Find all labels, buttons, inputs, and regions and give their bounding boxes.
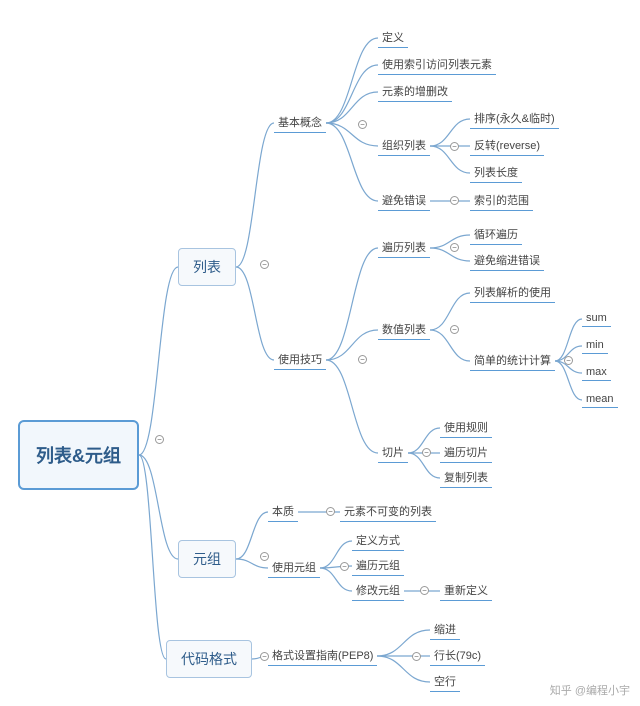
collapse-icon[interactable]: − [260,652,269,661]
node-pep8[interactable]: 格式设置指南(PEP8) [268,646,377,666]
collapse-icon[interactable]: − [412,652,421,661]
node-loop[interactable]: 循环遍历 [470,225,522,245]
node-org[interactable]: 组织列表 [378,136,430,156]
node-range[interactable]: 索引的范围 [470,191,533,211]
node-siter[interactable]: 遍历切片 [440,443,492,463]
node-essen[interactable]: 本质 [268,502,298,522]
node-sum[interactable]: sum [582,311,611,327]
node-rev[interactable]: 反转(reverse) [470,136,544,156]
node-idx[interactable]: 使用索引访问列表元素 [378,55,496,75]
node-sort[interactable]: 排序(永久&临时) [470,109,559,129]
node-mean[interactable]: mean [582,392,618,408]
collapse-icon[interactable]: − [340,562,349,571]
node-len[interactable]: 列表长度 [470,163,522,183]
node-slice[interactable]: 切片 [378,443,408,463]
collapse-icon[interactable]: − [450,243,459,252]
collapse-icon[interactable]: − [358,120,367,129]
node-fmt[interactable]: 代码格式 [166,640,252,678]
node-numlst[interactable]: 数值列表 [378,320,430,340]
node-titer[interactable]: 遍历元组 [352,556,404,576]
collapse-icon[interactable]: − [420,586,429,595]
node-stat[interactable]: 简单的统计计算 [470,351,555,371]
collapse-icon[interactable]: − [422,448,431,457]
node-def[interactable]: 定义 [378,28,408,48]
collapse-icon[interactable]: − [564,356,573,365]
node-blank[interactable]: 空行 [430,672,460,692]
collapse-icon[interactable]: − [358,355,367,364]
node-scopy[interactable]: 复制列表 [440,468,492,488]
collapse-icon[interactable]: − [450,325,459,334]
node-tuple[interactable]: 元组 [178,540,236,578]
node-srule[interactable]: 使用规则 [440,418,492,438]
node-tdef[interactable]: 定义方式 [352,531,404,551]
node-list[interactable]: 列表 [178,248,236,286]
node-uset[interactable]: 使用元组 [268,558,320,578]
node-avoid[interactable]: 避免错误 [378,191,430,211]
node-inderr[interactable]: 避免缩进错误 [470,251,544,271]
collapse-icon[interactable]: − [260,552,269,561]
collapse-icon[interactable]: − [450,142,459,151]
node-min[interactable]: min [582,338,608,354]
collapse-icon[interactable]: − [326,507,335,516]
collapse-icon[interactable]: − [260,260,269,269]
node-tmod[interactable]: 修改元组 [352,581,404,601]
collapse-icon[interactable]: − [155,435,164,444]
collapse-icon[interactable]: − [450,196,459,205]
node-immut[interactable]: 元素不可变的列表 [340,502,436,522]
node-linelen[interactable]: 行长(79c) [430,646,485,666]
node-comp[interactable]: 列表解析的使用 [470,283,555,303]
node-crud[interactable]: 元素的增删改 [378,82,452,102]
node-iter[interactable]: 遍历列表 [378,238,430,258]
node-max[interactable]: max [582,365,611,381]
node-basic[interactable]: 基本概念 [274,113,326,133]
watermark: 知乎 @编程小宇 [550,682,630,698]
node-root[interactable]: 列表&元组 [18,420,139,490]
node-redef[interactable]: 重新定义 [440,581,492,601]
node-indent[interactable]: 缩进 [430,620,460,640]
node-skill[interactable]: 使用技巧 [274,350,326,370]
